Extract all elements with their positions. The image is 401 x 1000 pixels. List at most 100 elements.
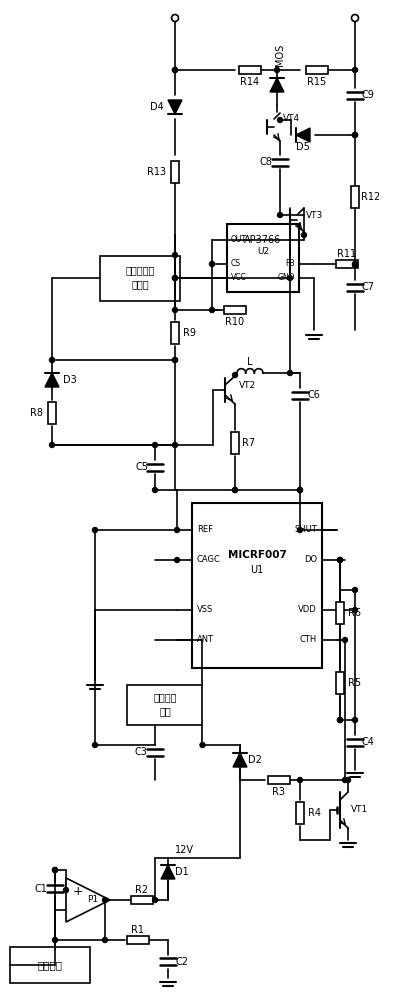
Text: VSS: VSS — [196, 605, 213, 614]
Bar — [170, 322, 178, 344]
Text: R5: R5 — [348, 678, 360, 688]
Text: C9: C9 — [360, 90, 373, 100]
Circle shape — [337, 717, 342, 722]
Circle shape — [352, 717, 356, 722]
Text: C1: C1 — [34, 884, 47, 894]
Text: +: + — [73, 886, 83, 898]
Circle shape — [200, 742, 205, 747]
Circle shape — [152, 442, 157, 448]
Circle shape — [172, 308, 177, 312]
Bar — [295, 802, 303, 824]
Circle shape — [232, 372, 237, 377]
Text: MICRF007: MICRF007 — [227, 550, 286, 560]
Text: MOS: MOS — [274, 44, 284, 66]
Circle shape — [287, 275, 292, 280]
Text: R3: R3 — [272, 787, 285, 797]
Circle shape — [92, 742, 97, 747]
Text: D3: D3 — [63, 375, 77, 385]
Circle shape — [287, 370, 292, 375]
Text: R8: R8 — [30, 408, 43, 418]
Text: U2: U2 — [256, 247, 268, 256]
Text: R7: R7 — [242, 438, 255, 448]
Circle shape — [342, 778, 346, 782]
Circle shape — [172, 442, 177, 448]
Circle shape — [172, 358, 177, 362]
Text: VDD: VDD — [298, 605, 316, 614]
Circle shape — [172, 275, 177, 280]
Circle shape — [172, 68, 177, 73]
Circle shape — [92, 528, 97, 532]
Circle shape — [209, 308, 214, 312]
Circle shape — [344, 778, 350, 782]
Circle shape — [352, 587, 356, 592]
Circle shape — [152, 898, 157, 902]
Bar — [223, 306, 245, 314]
Circle shape — [297, 528, 302, 532]
Circle shape — [337, 558, 342, 562]
Text: 12V: 12V — [174, 845, 194, 855]
Text: OUT: OUT — [231, 235, 246, 244]
Polygon shape — [233, 753, 246, 767]
Circle shape — [63, 888, 68, 892]
Text: R13: R13 — [147, 167, 166, 177]
Circle shape — [53, 937, 57, 942]
Text: FB: FB — [285, 259, 294, 268]
Text: GND: GND — [277, 273, 294, 282]
Text: D1: D1 — [175, 867, 188, 877]
Bar — [227, 224, 298, 292]
Text: C5: C5 — [135, 462, 148, 472]
Circle shape — [172, 68, 177, 73]
Text: DO: DO — [303, 556, 316, 564]
Circle shape — [174, 558, 179, 562]
Bar — [48, 402, 56, 424]
Text: R12: R12 — [360, 192, 380, 202]
Circle shape — [102, 898, 107, 902]
Text: R15: R15 — [307, 77, 326, 87]
Text: VT2: VT2 — [238, 380, 255, 389]
Text: CAGC: CAGC — [196, 556, 220, 564]
Text: D2: D2 — [247, 755, 261, 765]
Circle shape — [337, 558, 342, 562]
Circle shape — [277, 118, 282, 123]
Text: R14: R14 — [240, 77, 259, 87]
Text: AP3766: AP3766 — [244, 235, 281, 245]
Circle shape — [352, 607, 356, 612]
Text: VCC: VCC — [231, 273, 246, 282]
Circle shape — [53, 867, 57, 872]
Circle shape — [152, 488, 157, 492]
Circle shape — [172, 252, 177, 257]
Circle shape — [53, 867, 57, 872]
Polygon shape — [295, 128, 309, 142]
Text: C7: C7 — [360, 282, 374, 292]
Text: R4: R4 — [308, 808, 321, 818]
Circle shape — [172, 275, 177, 280]
Text: VT1: VT1 — [350, 805, 368, 814]
Circle shape — [352, 68, 356, 73]
Circle shape — [172, 358, 177, 362]
Circle shape — [337, 717, 342, 722]
Bar — [239, 66, 260, 74]
Polygon shape — [269, 78, 283, 92]
Bar — [170, 161, 178, 183]
Text: R11: R11 — [336, 249, 356, 259]
Circle shape — [174, 528, 179, 532]
Text: R6: R6 — [348, 608, 360, 618]
Circle shape — [232, 488, 237, 492]
Bar — [335, 602, 343, 624]
Bar — [10, 947, 90, 983]
Bar — [305, 66, 327, 74]
Bar — [335, 672, 343, 694]
Text: R10: R10 — [225, 317, 244, 327]
Text: D4: D4 — [150, 102, 164, 112]
Circle shape — [297, 488, 302, 492]
Polygon shape — [66, 878, 110, 922]
Bar — [231, 432, 239, 454]
Text: CTH: CTH — [299, 636, 316, 644]
Circle shape — [352, 262, 356, 267]
Text: C8: C8 — [259, 157, 272, 167]
Circle shape — [297, 778, 302, 782]
Text: REF: REF — [196, 526, 213, 534]
Text: 高阻滤波: 高阻滤波 — [153, 692, 176, 702]
Circle shape — [350, 15, 358, 22]
Polygon shape — [45, 373, 59, 387]
